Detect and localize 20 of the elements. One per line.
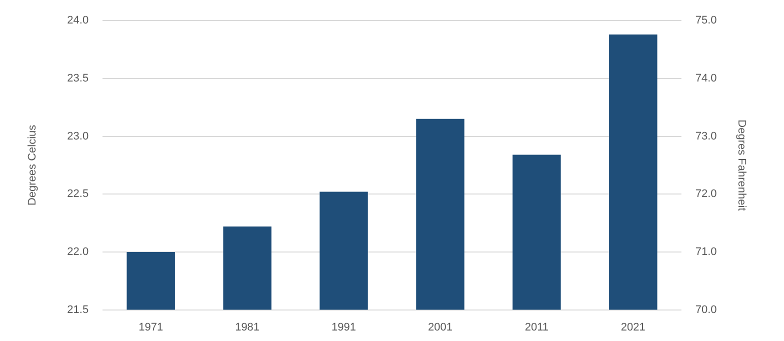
y2-axis-title: Degres Fahrenheit [735,120,748,211]
x-tick-label: 1981 [235,321,260,334]
y-tick-label: 23.5 [67,72,89,84]
y2-tick-label: 74.0 [695,72,717,84]
y2-tick-label: 71.0 [695,246,717,258]
y2-tick-label: 73.0 [695,130,717,142]
x-tick-label: 1991 [332,321,356,334]
y-axis-title: Degrees Celcius [26,124,39,206]
x-tick-label: 1971 [138,321,164,334]
y2-tick-label: 75.0 [695,14,717,27]
y2-tick-label: 72.0 [695,188,717,200]
y-tick-label: 23.0 [67,130,89,142]
y-tick-label: 24.0 [67,14,89,27]
y2-tick-label: 70.0 [695,304,717,316]
x-tick-label: 2021 [620,321,646,334]
x-tick-label: 2011 [524,321,549,334]
y-tick-label: 21.5 [67,304,89,316]
x-tick-label: 2001 [428,321,452,334]
y-tick-label: 22.0 [67,246,89,258]
y-tick-label: 22.5 [67,188,89,200]
